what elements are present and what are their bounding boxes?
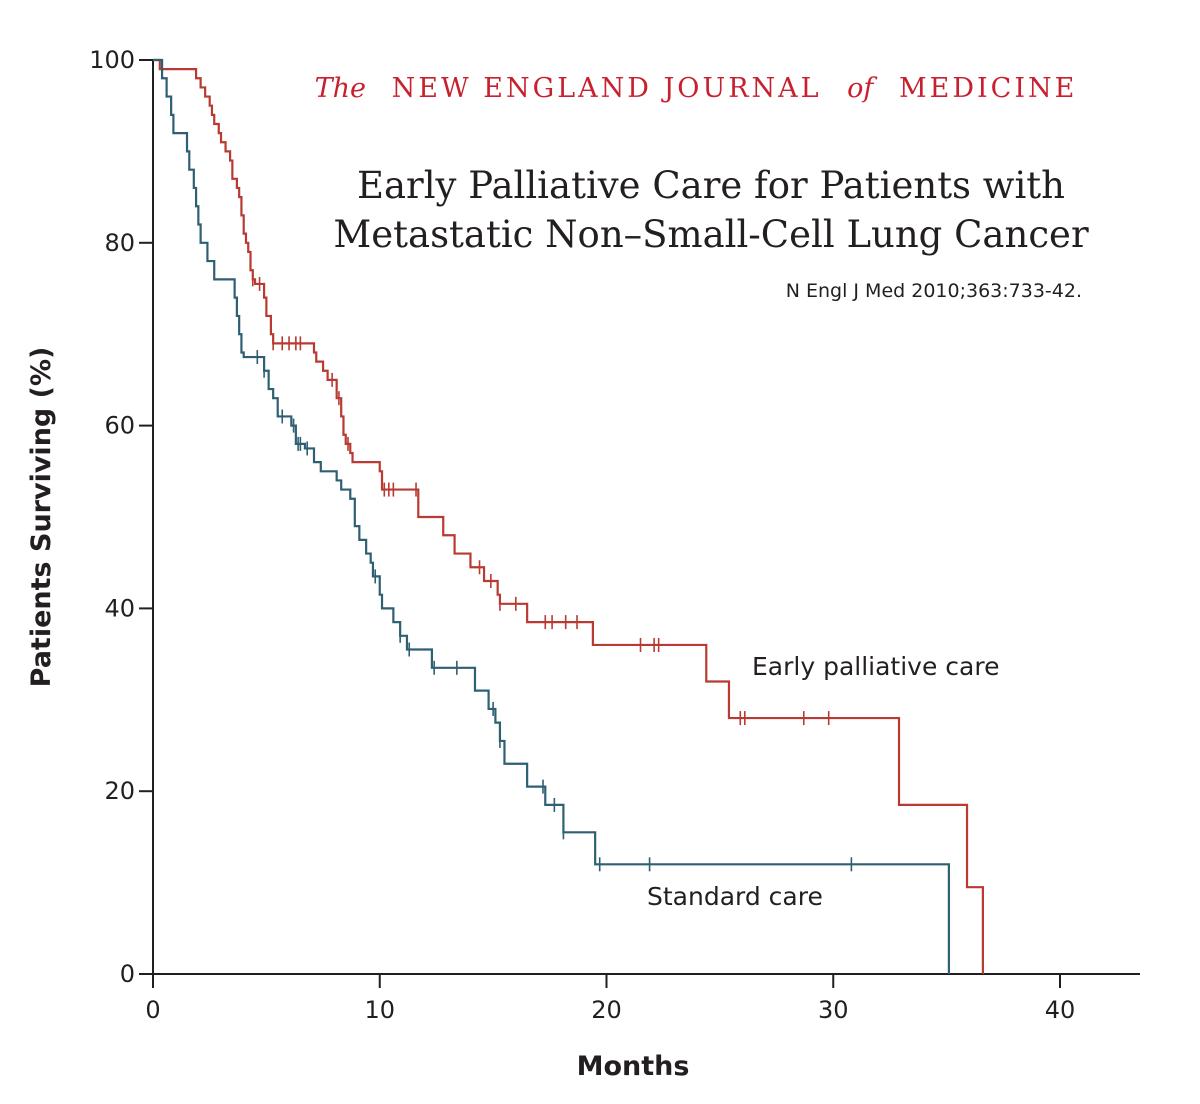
x-axis-ticks: 0 10 20 30 40 <box>145 974 1075 1024</box>
x-tick-label: 40 <box>1045 996 1076 1024</box>
standard-care-survival-line <box>153 58 950 974</box>
journal-masthead: The NEW ENGLAND JOURNAL of MEDICINE <box>315 73 1078 104</box>
y-tick-label: 0 <box>120 960 135 988</box>
x-tick-label: 20 <box>591 996 622 1024</box>
early-palliative-care-survival-line <box>153 58 985 974</box>
early-palliative-care-series <box>153 58 985 974</box>
journal-name-1: NEW ENGLAND JOURNAL <box>392 73 822 104</box>
series-layer <box>153 58 985 974</box>
chart-title-line-1: Early Palliative Care for Patients with <box>357 164 1065 207</box>
x-tick-label: 0 <box>145 996 160 1024</box>
citation: N Engl J Med 2010;363:733-42. <box>786 280 1082 302</box>
x-tick-label: 10 <box>364 996 395 1024</box>
y-tick-label: 100 <box>89 46 135 74</box>
y-tick-label: 20 <box>104 777 135 805</box>
y-axis-title: Patients Surviving (%) <box>26 347 57 688</box>
x-axis-title: Months <box>577 1051 690 1082</box>
y-tick-label: 60 <box>104 412 135 440</box>
journal-name-2: MEDICINE <box>899 73 1077 104</box>
standard-care-series <box>153 58 950 974</box>
journal-the: The <box>315 73 366 104</box>
y-tick-label: 40 <box>104 594 135 622</box>
journal-of: of <box>847 73 877 104</box>
y-tick-label: 80 <box>104 229 135 257</box>
x-tick-label: 30 <box>818 996 849 1024</box>
early-palliative-care-label: Early palliative care <box>752 652 999 681</box>
chart-title-line-2: Metastatic Non–Small-Cell Lung Cancer <box>333 213 1089 256</box>
y-axis-ticks: 0 20 40 60 80 100 <box>89 46 153 988</box>
standard-care-label: Standard care <box>647 882 823 911</box>
